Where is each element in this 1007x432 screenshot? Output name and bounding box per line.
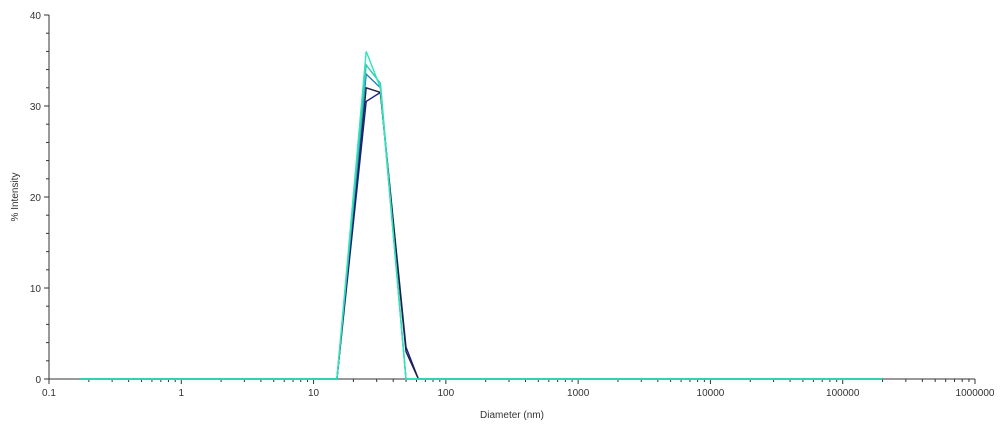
axes: 0.1 1 10 100 1000 10000 100000 1000000 0 10 20 30 40 bbox=[30, 11, 995, 399]
series-line-4 bbox=[79, 63, 883, 380]
y-tick-label: 40 bbox=[30, 11, 42, 22]
series-line-1 bbox=[79, 91, 883, 380]
x-tick-label: 100 bbox=[438, 388, 455, 399]
x-tick-label: 1 bbox=[179, 388, 185, 399]
x-tick-label: 10000 bbox=[697, 388, 725, 399]
x-tick-label: 10 bbox=[308, 388, 320, 399]
y-tick-label: 20 bbox=[30, 193, 42, 204]
x-tick-label: 1000 bbox=[567, 388, 590, 399]
x-axis-title: Diameter (nm) bbox=[480, 410, 544, 421]
x-tick-label: 1000000 bbox=[956, 388, 995, 399]
y-tick-label: 0 bbox=[35, 375, 41, 386]
series-layer bbox=[79, 51, 883, 380]
y-tick-label: 30 bbox=[30, 102, 42, 113]
y-axis-title: % Intensity bbox=[10, 173, 21, 222]
x-tick-label: 0.1 bbox=[42, 388, 56, 399]
y-tick-label: 10 bbox=[30, 284, 42, 295]
series-line-5 bbox=[79, 51, 883, 380]
x-tick-label: 100000 bbox=[826, 388, 860, 399]
series-line-2 bbox=[79, 86, 883, 380]
series-line-3 bbox=[79, 72, 883, 380]
